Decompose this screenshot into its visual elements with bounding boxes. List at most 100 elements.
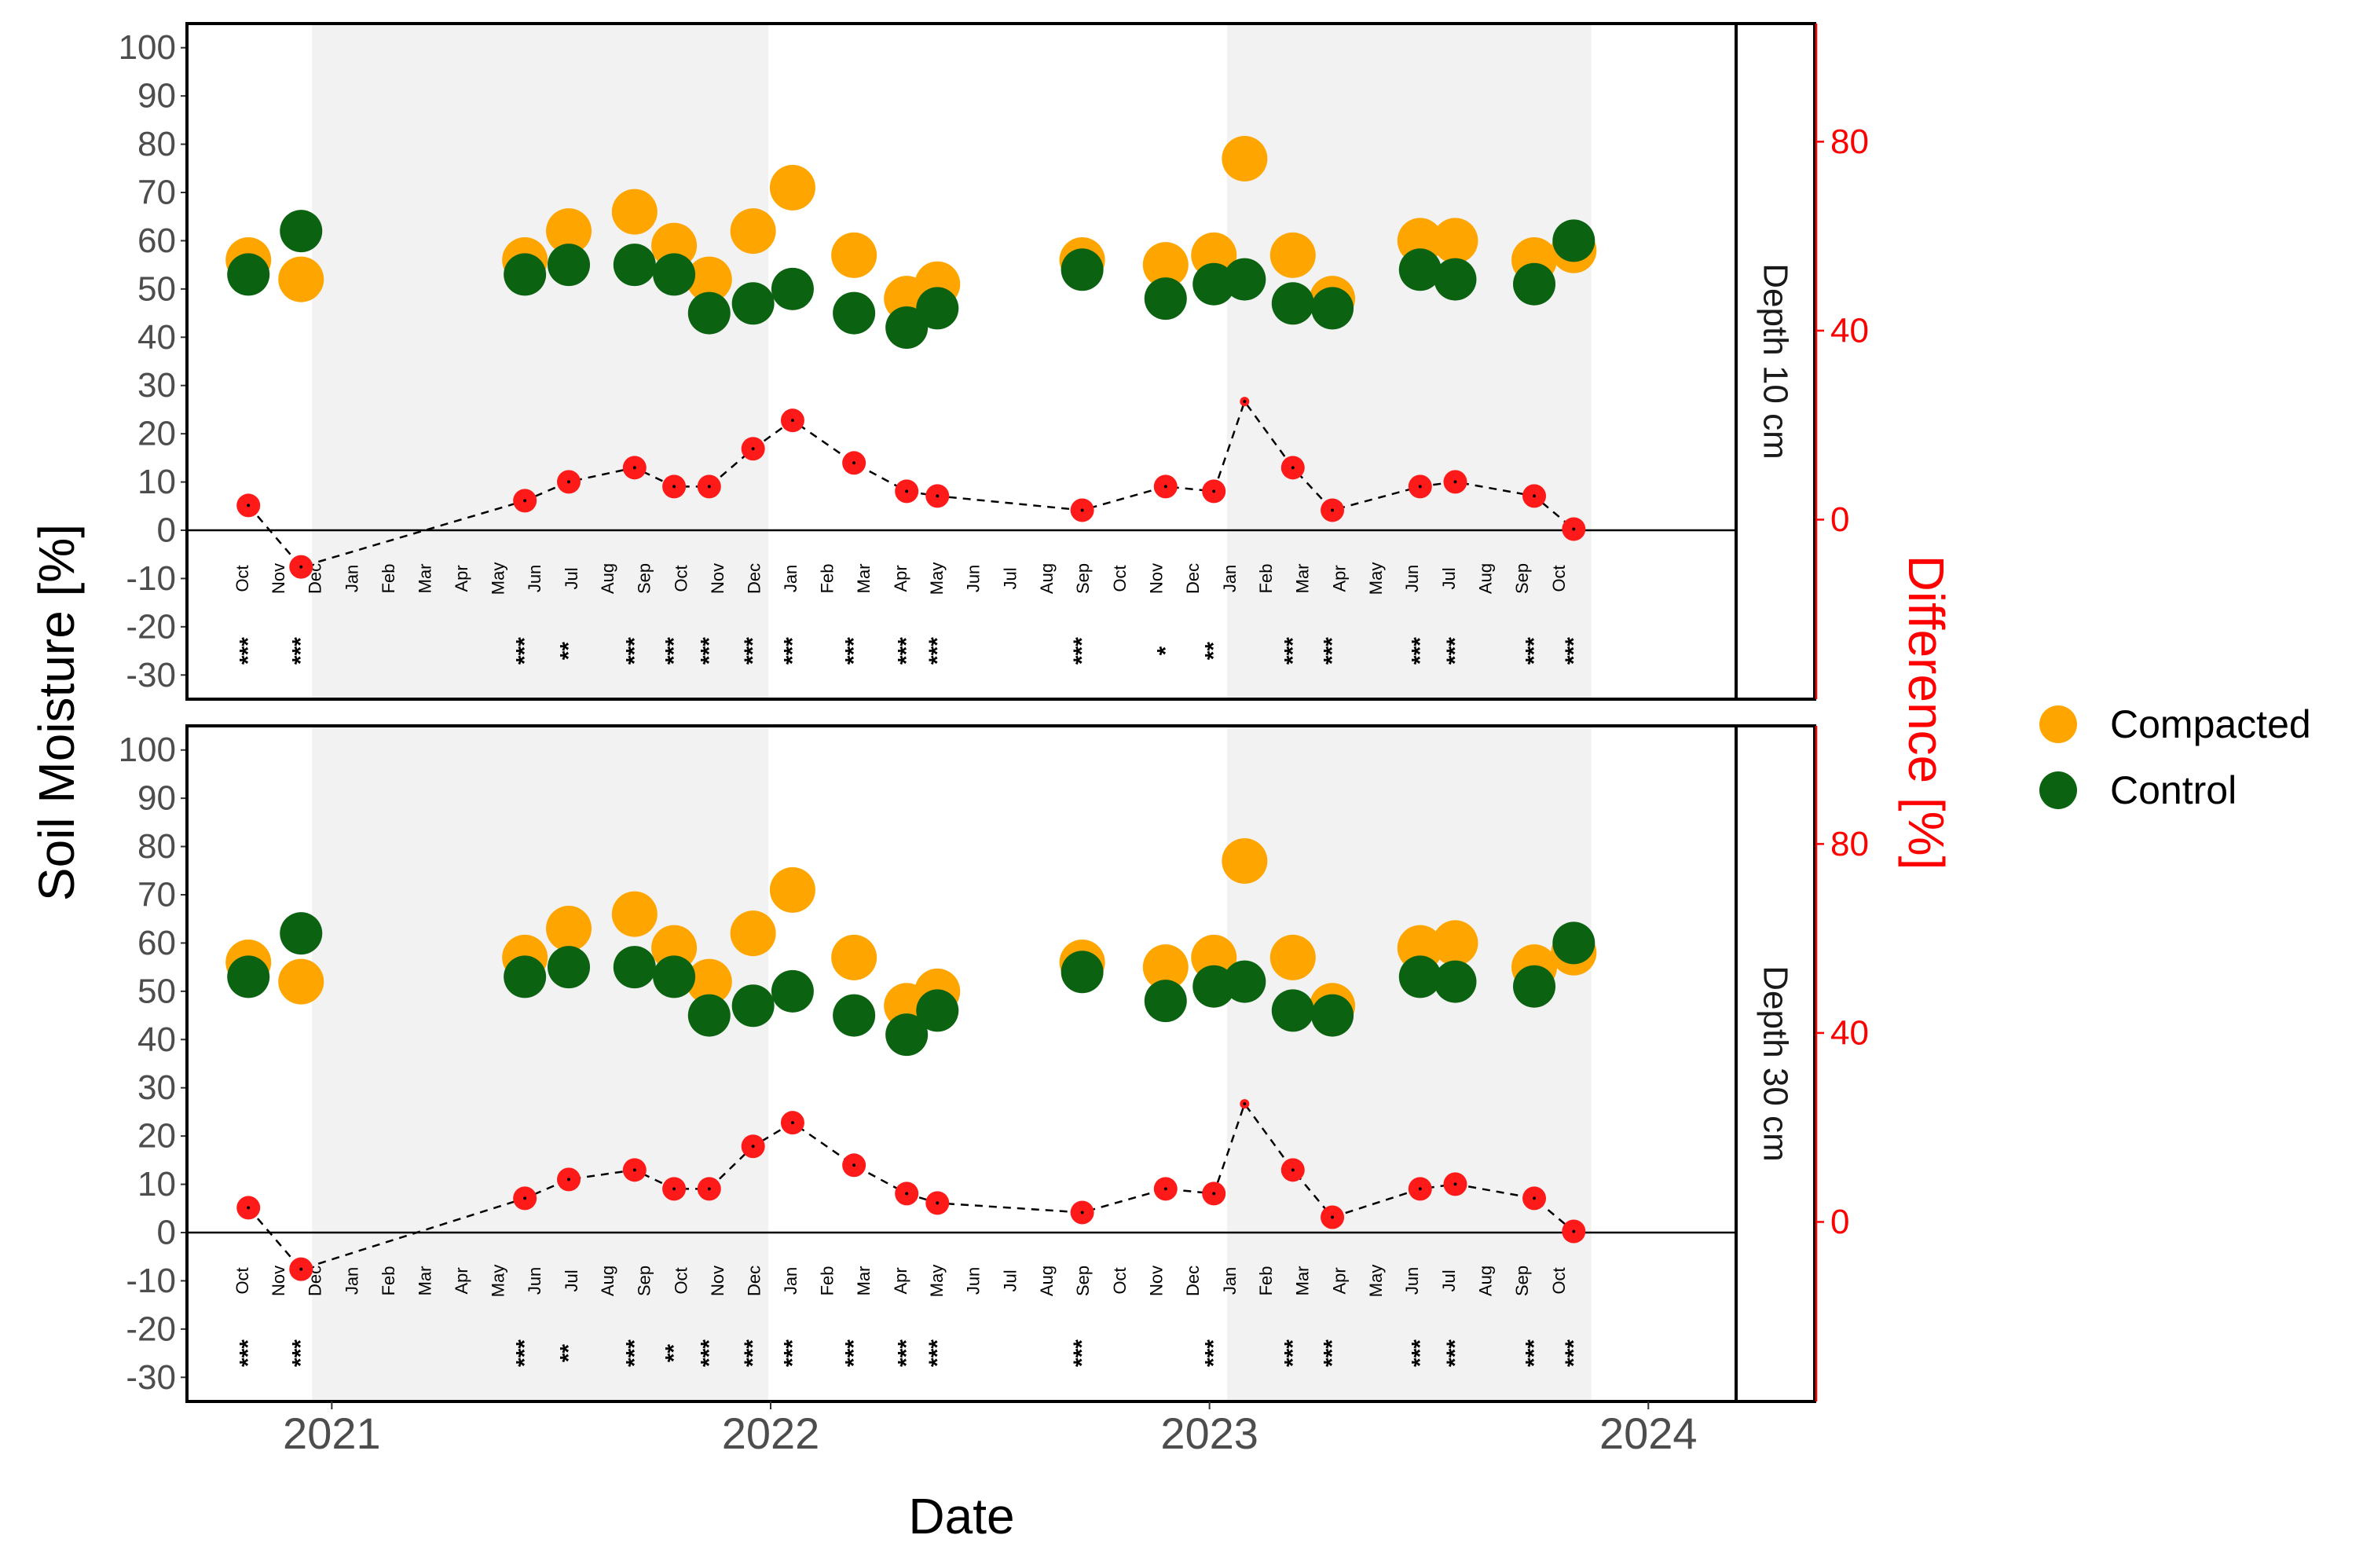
difference-point-center	[1291, 466, 1295, 470]
month-label: Apr	[452, 565, 471, 592]
significance-label: **	[661, 1344, 687, 1363]
month-label: May	[489, 562, 508, 595]
month-label: Dec	[1183, 1266, 1203, 1296]
difference-point-center	[299, 565, 303, 569]
compacted-point	[769, 164, 815, 211]
difference-point-center	[1243, 1102, 1247, 1106]
shaded-band	[312, 24, 769, 699]
control-point	[1434, 258, 1477, 301]
month-label: Oct	[1549, 565, 1569, 592]
difference-point-center	[905, 489, 909, 493]
difference-point-center	[936, 1201, 940, 1205]
difference-point-center	[1291, 1168, 1295, 1172]
significance-label: ***	[1069, 637, 1095, 665]
y-tick-label: 100	[119, 731, 176, 769]
difference-point-center	[751, 1145, 755, 1149]
y2-tick-label: 0	[1830, 1203, 1849, 1241]
difference-point-center	[1243, 400, 1247, 404]
y-tick-label: -20	[126, 1310, 176, 1348]
month-label: Feb	[1256, 1266, 1276, 1295]
y-tick-label: 20	[137, 415, 176, 453]
month-label: Feb	[379, 1266, 398, 1295]
month-label: May	[927, 1265, 947, 1298]
month-label: Oct	[1110, 565, 1130, 592]
significance-label: ***	[779, 637, 805, 665]
month-label: Dec	[744, 1266, 764, 1296]
control-point	[1552, 219, 1595, 262]
y2-tick-label: 0	[1830, 500, 1849, 539]
difference-point-center	[632, 1168, 636, 1172]
month-label: Sep	[635, 563, 654, 594]
x-tick-label: 2022	[722, 1409, 820, 1458]
significance-label: ***	[1280, 1339, 1306, 1367]
significance-label: ***	[1280, 637, 1306, 665]
compacted-point	[611, 189, 658, 235]
month-label: Jul	[1439, 1269, 1459, 1291]
control-point	[613, 946, 656, 989]
difference-point-center	[936, 494, 940, 498]
significance-label: **	[1201, 642, 1227, 661]
month-label: Mar	[415, 563, 434, 593]
month-label: Apr	[891, 1267, 910, 1294]
difference-point-center	[1533, 1196, 1537, 1200]
month-label: May	[1366, 1265, 1386, 1298]
y-tick-label: 10	[137, 463, 176, 501]
month-label: Oct	[1110, 1267, 1130, 1294]
control-point	[653, 253, 696, 296]
month-label: Jan	[781, 565, 800, 592]
month-label: Jul	[562, 1269, 581, 1291]
significance-label: ***	[894, 1339, 920, 1367]
compacted-point	[278, 958, 324, 1005]
compacted-point	[730, 208, 776, 255]
legend: Compacted Control	[2039, 702, 2311, 812]
month-label: Oct	[1549, 1267, 1569, 1294]
significance-label: ***	[288, 637, 314, 665]
month-label: May	[1366, 562, 1386, 595]
significance-label: ***	[740, 637, 766, 665]
control-point	[1513, 965, 1556, 1008]
difference-point-center	[1453, 1182, 1457, 1186]
compacted-point	[1142, 242, 1189, 288]
significance-label: ***	[1442, 1339, 1468, 1367]
control-point	[1513, 262, 1556, 306]
compacted-point	[1432, 218, 1478, 264]
x-tick-label: 2023	[1160, 1409, 1258, 1458]
significance-label: ***	[841, 1339, 867, 1367]
month-label: Dec	[744, 563, 764, 594]
month-label: Feb	[1256, 563, 1276, 593]
difference-point-center	[1572, 1229, 1576, 1233]
significance-label: ***	[894, 637, 920, 665]
difference-point-center	[1212, 489, 1216, 493]
month-label: Jun	[1402, 565, 1422, 592]
month-label: Apr	[1329, 1267, 1349, 1294]
y2-tick-label: 80	[1830, 123, 1869, 161]
month-label: May	[489, 1265, 508, 1298]
control-point	[1434, 960, 1477, 1003]
difference-point-center	[1163, 1187, 1167, 1191]
month-label: Aug	[1037, 563, 1057, 594]
difference-point-center	[1453, 480, 1457, 484]
month-label: Jun	[525, 1267, 544, 1295]
legend-label: Compacted	[2110, 702, 2311, 746]
control-point	[916, 287, 959, 330]
strip-label: Depth 30 cm	[1757, 965, 1795, 1161]
difference-point-center	[247, 504, 251, 507]
y-tick-label: 100	[119, 28, 176, 67]
legend-label: Control	[2110, 768, 2237, 812]
control-point	[1311, 994, 1354, 1037]
control-point	[1061, 248, 1104, 291]
difference-point-center	[790, 1121, 794, 1125]
difference-point-center	[905, 1192, 909, 1196]
difference-point-center	[707, 1187, 711, 1191]
compacted-point	[686, 958, 732, 1005]
significance-label: ***	[1522, 1339, 1548, 1367]
control-point	[504, 253, 547, 296]
difference-line	[247, 399, 1575, 569]
difference-point-center	[567, 480, 571, 484]
compacted-point	[730, 910, 776, 957]
difference-point-center	[1572, 527, 1576, 531]
significance-label: ***	[236, 637, 262, 665]
